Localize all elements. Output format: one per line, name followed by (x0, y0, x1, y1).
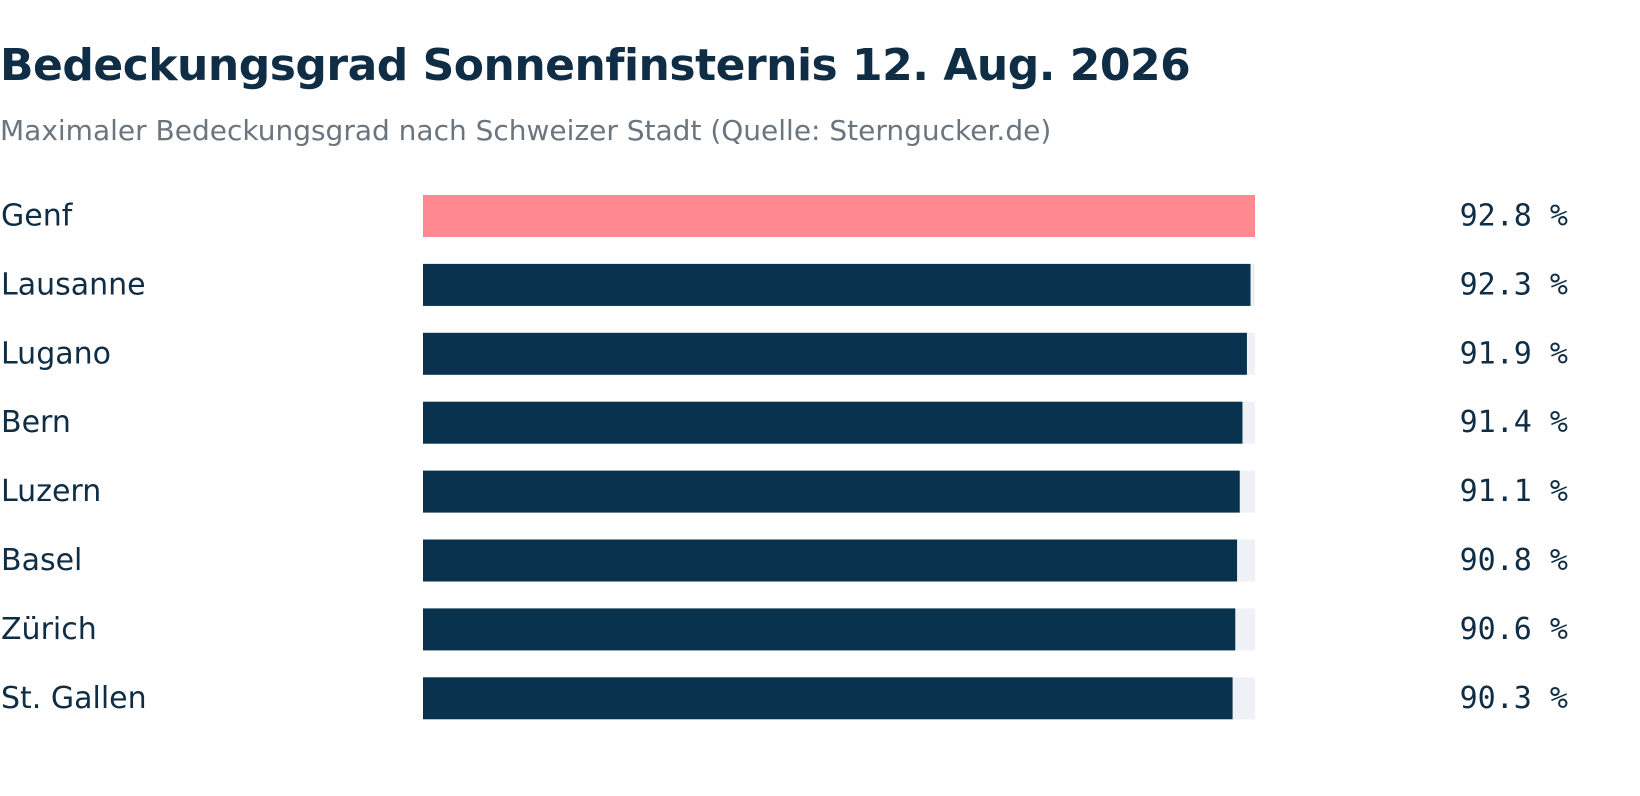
bar-basel (423, 539, 1238, 582)
chart-title: Bedeckungsgrad Sonnenfinsternis 12. Aug.… (0, 40, 1191, 91)
category-label: Lugano (1, 336, 111, 371)
value-label: 92.3 % (1460, 267, 1568, 302)
bar-lausanne (423, 263, 1251, 306)
value-label: 90.6 % (1460, 612, 1568, 647)
value-label: 91.1 % (1460, 474, 1568, 509)
value-label: 92.8 % (1460, 199, 1568, 234)
value-label: 91.4 % (1460, 405, 1568, 440)
category-label: Luzern (1, 474, 101, 509)
category-label: Lausanne (1, 267, 146, 302)
value-label: 91.9 % (1460, 336, 1568, 371)
bar-z-rich (423, 608, 1236, 651)
bar-bern (423, 401, 1243, 444)
value-label: 90.3 % (1460, 681, 1568, 716)
bar-st-gallen (423, 677, 1233, 720)
category-label: Bern (1, 405, 71, 440)
bar-lugano (423, 332, 1247, 375)
chart-subtitle: Maximaler Bedeckungsgrad nach Schweizer … (0, 114, 1052, 147)
category-label: Zürich (1, 612, 97, 647)
category-label: Basel (1, 543, 82, 578)
category-label: Genf (1, 199, 74, 234)
bar-genf (423, 195, 1255, 237)
bar-luzern (423, 470, 1240, 513)
category-label: St. Gallen (1, 681, 147, 716)
value-label: 90.8 % (1460, 543, 1568, 578)
